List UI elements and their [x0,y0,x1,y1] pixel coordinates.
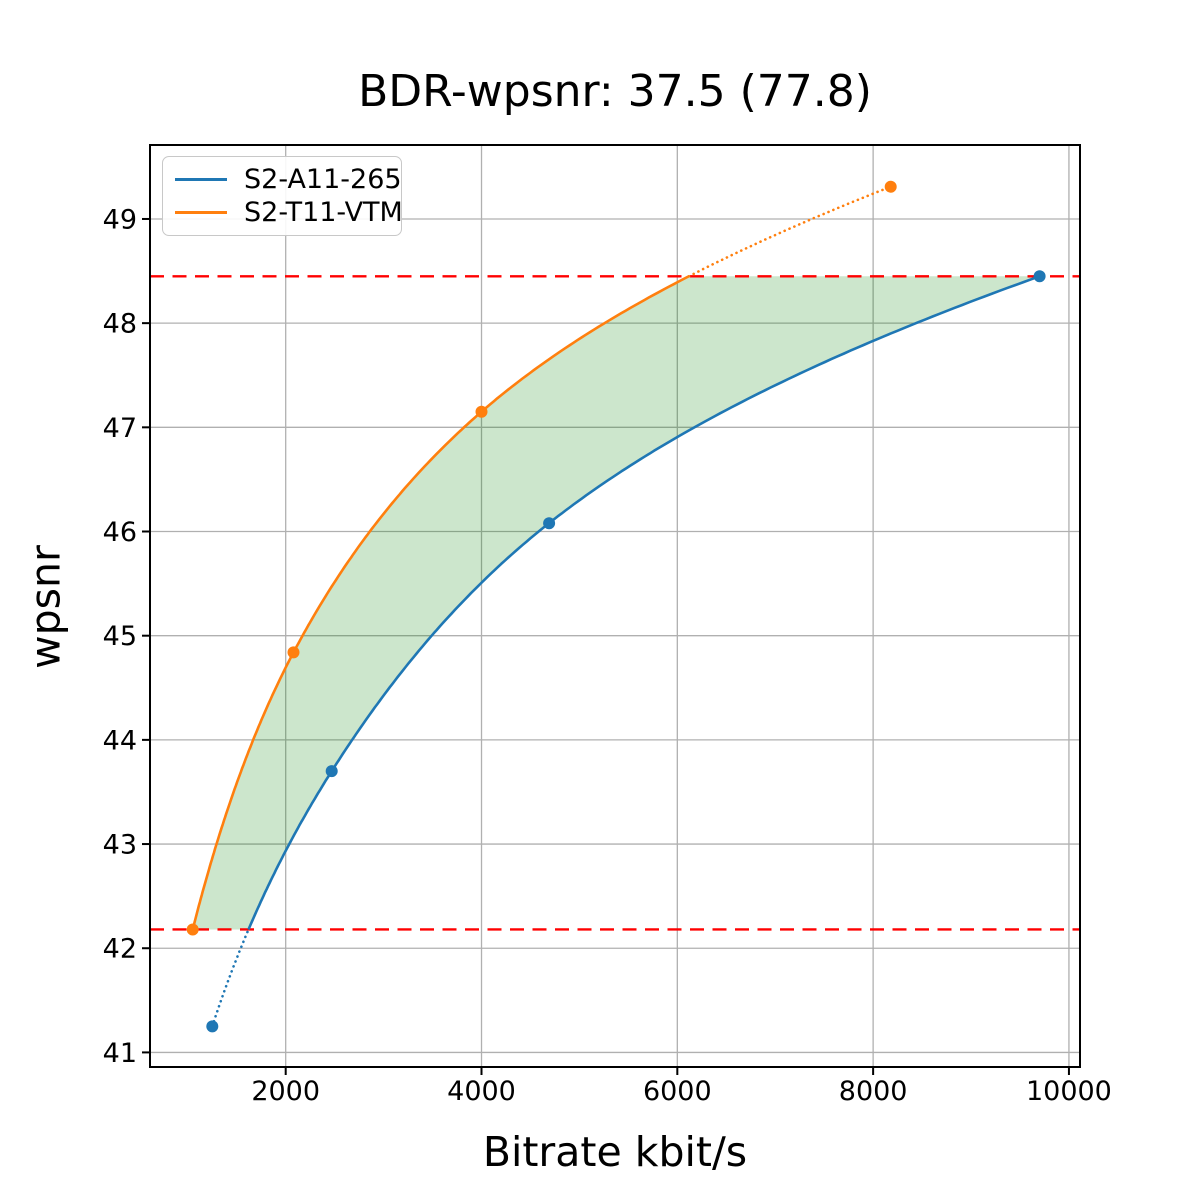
series-line-dotted [211,928,250,1028]
data-point-marker [325,765,338,778]
x-axis-label: Bitrate kbit/s [482,1128,748,1176]
chart-title: BDR-wpsnr: 37.5 (77.8) [358,66,872,117]
x-tick-label: 10000 [1026,1076,1112,1107]
series-line [247,275,1041,931]
data-point-marker [287,646,300,659]
y-tick-label: 47 [103,413,137,444]
data-point-marker [206,1020,219,1033]
y-axis-label: wpsnr [21,545,70,669]
x-tick-label: 8000 [839,1076,908,1107]
legend-label: S2-A11-265 [244,164,402,195]
x-tick-label: 6000 [643,1076,712,1107]
y-tick-label: 43 [103,830,137,861]
legend-line-sample-0 [175,178,227,181]
x-tick-label: 2000 [251,1076,320,1107]
data-point-marker [884,180,897,193]
data-point-marker [543,517,556,530]
data-point-marker [475,405,488,418]
legend: S2-A11-265 S2-T11-VTM [162,156,403,236]
data-point-marker [1033,270,1046,283]
y-tick-label: 44 [103,725,137,756]
y-tick-label: 49 [103,204,137,235]
series-line [191,275,690,930]
legend-line-sample-1 [175,211,227,214]
y-tick-label: 48 [103,309,137,340]
legend-label: S2-T11-VTM [244,197,403,228]
x-tick-label: 4000 [447,1076,516,1107]
fill-region [192,276,1040,930]
data-point-marker [186,923,199,936]
legend-item: S2-A11-265 [175,166,402,193]
y-tick-label: 46 [103,517,137,548]
legend-item: S2-T11-VTM [175,199,403,226]
y-tick-label: 42 [103,934,137,965]
y-tick-label: 41 [103,1038,137,1069]
y-tick-label: 45 [103,621,137,652]
series-line-dotted [687,185,892,278]
axes-border [149,144,1081,1068]
